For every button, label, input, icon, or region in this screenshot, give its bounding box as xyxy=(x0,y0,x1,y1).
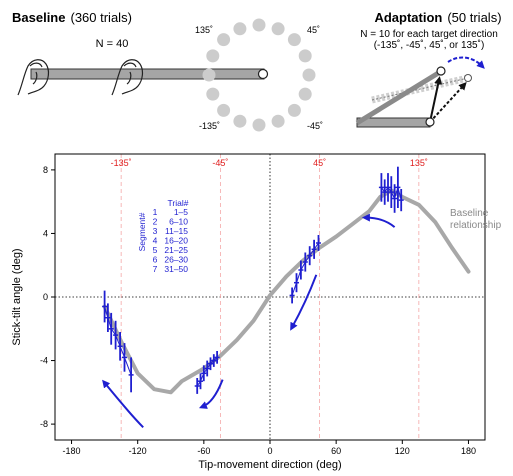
x-tick-label: -60 xyxy=(197,446,210,456)
legend-trial-range: 11–15 xyxy=(165,226,188,236)
target-ring-dot xyxy=(202,68,216,82)
ghost-stick-outline xyxy=(371,77,469,101)
tip-movement-arrow xyxy=(429,76,443,123)
y-tick-label: -4 xyxy=(40,356,48,366)
y-tick-label: -8 xyxy=(40,419,48,429)
legend-segment-number: 7 xyxy=(153,264,158,274)
legend-trial-header: Trial# xyxy=(168,198,189,208)
x-tick-label: -180 xyxy=(63,446,81,456)
adaptation-n-label: N = 10 for each target direction xyxy=(360,29,498,40)
target-ring-dot xyxy=(233,22,247,36)
x-tick-label: -120 xyxy=(129,446,147,456)
legend-trial-range: 16–20 xyxy=(164,236,188,246)
rotated-stick-tip xyxy=(436,66,446,76)
target-ring-dot xyxy=(252,18,266,32)
legend-segment-number: 4 xyxy=(153,236,158,246)
stick-shaft xyxy=(30,68,265,80)
legend-segment-number: 3 xyxy=(153,226,158,236)
rotated-stick xyxy=(355,69,442,126)
legend-segment-number: 1 xyxy=(153,207,158,217)
adaptation-arrow xyxy=(198,379,224,409)
target-direction-label: -45˚ xyxy=(212,158,228,168)
target-ring-dot xyxy=(302,68,316,82)
chart: -180 -120 -60 0 60 120 180 -8 -4 0 4 8 -135˚ -45˚ 45˚… xyxy=(11,153,502,471)
adaptation-stick-shaft xyxy=(356,117,431,128)
target-direction-label: 135˚ xyxy=(410,158,428,168)
left-hand-icon xyxy=(17,59,50,96)
adaptation-data xyxy=(102,166,404,394)
direction-label-neg45: -45˚ xyxy=(307,121,323,131)
legend-trial-range: 21–25 xyxy=(164,245,188,255)
baseline-n-label: N = 40 xyxy=(96,38,129,50)
target-ring-dot xyxy=(287,33,301,47)
target-ring-dot xyxy=(252,118,266,132)
baseline-legend-label-2: relationship xyxy=(450,220,502,231)
target-ring-dot xyxy=(206,49,220,63)
baseline-legend-label-1: Baseline xyxy=(450,208,489,219)
target-direction-label: 45˚ xyxy=(313,158,326,168)
target-direction-arrow xyxy=(429,82,467,123)
legend-rows: 1 1–5 2 6–10 3 11–15 4 16–20 5 21–25 6 26–30 7 31–50 xyxy=(153,207,189,274)
axis-ticks: -180 -120 -60 0 60 120 180 -8 -4 0 4 8 xyxy=(40,165,476,456)
target-ring-dot xyxy=(271,22,285,36)
target-direction-ring xyxy=(202,18,316,132)
y-axis-label: Stick-tilt angle (deg) xyxy=(11,248,23,345)
target-direction-label: -135˚ xyxy=(111,158,132,168)
legend-trial-range: 6–10 xyxy=(169,217,188,227)
target-ring-dot xyxy=(287,103,301,117)
adaptation-arrow xyxy=(361,213,396,228)
baseline-panel: Baseline (360 trials) N = 40 135˚ 45˚ -13… xyxy=(12,10,323,132)
legend-trial-range: 26–30 xyxy=(164,255,188,265)
legend-trial-range: 31–50 xyxy=(164,264,188,274)
adaptation-title: Adaptation (50 trials) xyxy=(374,10,501,25)
x-tick-label: 60 xyxy=(331,446,341,456)
adaptation-arrow xyxy=(290,274,318,331)
x-axis-label: Tip-movement direction (deg) xyxy=(198,459,341,471)
x-tick-label: 120 xyxy=(395,446,410,456)
target-ring-dot xyxy=(217,103,231,117)
direction-label-neg135: -135˚ xyxy=(199,121,220,131)
adaptation-arrows xyxy=(102,213,396,429)
target-ring-dot xyxy=(206,87,220,101)
target-markers: -135˚ -45˚ 45˚ 135˚ xyxy=(111,158,428,168)
y-tick-label: 0 xyxy=(43,292,48,302)
direction-label-135: 135˚ xyxy=(195,25,213,35)
adaptation-panel: Adaptation (50 trials) N = 10 for each ta… xyxy=(355,10,502,128)
target-ring-dot xyxy=(298,87,312,101)
adaptation-arrow xyxy=(102,379,144,429)
baseline-curve xyxy=(102,188,471,395)
adaptation-rotation-arrow xyxy=(447,56,485,69)
x-tick-label: 180 xyxy=(461,446,476,456)
ghost-stick-tip xyxy=(464,74,472,82)
y-tick-label: 8 xyxy=(43,165,48,175)
y-tick-label: 4 xyxy=(43,228,48,238)
baseline-title: Baseline (360 trials) xyxy=(12,10,132,25)
target-ring-dot xyxy=(217,33,231,47)
stick-tip xyxy=(257,68,269,80)
legend-segment-number: 6 xyxy=(153,255,158,265)
right-hand-icon xyxy=(111,59,144,96)
target-ring-dot xyxy=(233,114,247,128)
adaptation-directions-note: (-135˚, -45˚, 45˚, or 135˚) xyxy=(374,39,485,51)
legend-segment-number: 5 xyxy=(153,245,158,255)
target-ring-dot xyxy=(271,114,285,128)
legend-trial-range: 1–5 xyxy=(174,207,188,217)
legend-segment-number: 2 xyxy=(153,217,158,227)
legend-segment-header: Segment# xyxy=(137,212,147,251)
direction-label-45: 45˚ xyxy=(307,25,320,35)
target-ring-dot xyxy=(298,49,312,63)
adaptation-pivot xyxy=(425,117,435,127)
x-tick-label: 0 xyxy=(267,446,272,456)
segment-legend: Trial# Segment# 1 1–5 2 6–10 3 11–15 4 16–20 5 21… xyxy=(137,198,189,274)
